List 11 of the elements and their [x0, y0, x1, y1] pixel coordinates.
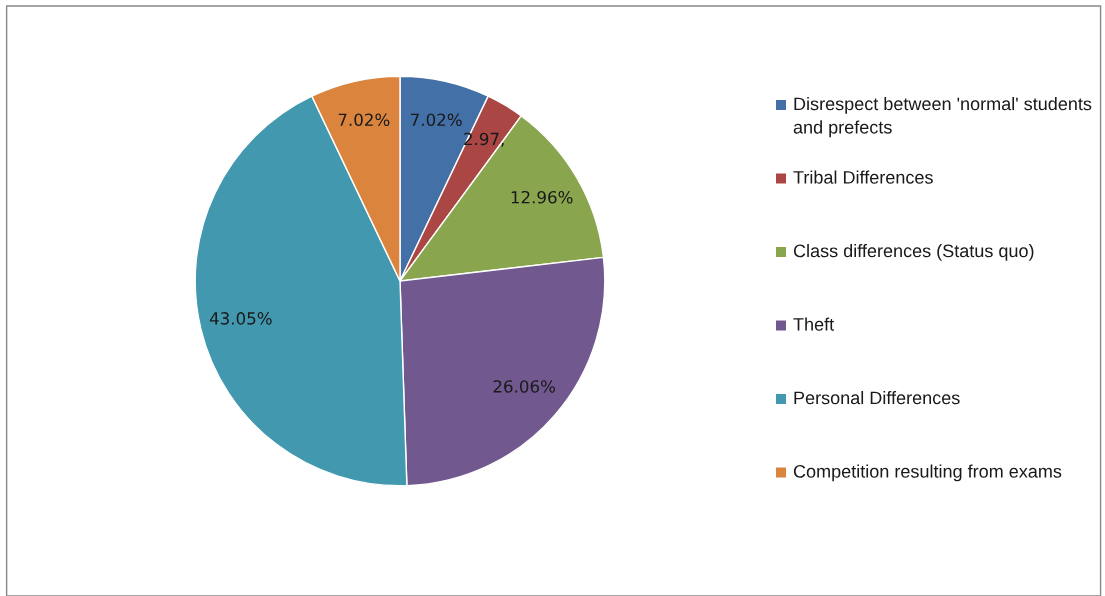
data-label: 26.06%: [493, 380, 556, 393]
legend-label: Personal Differences: [794, 391, 960, 405]
legend-label: Class differences (Status quo): [793, 244, 1034, 261]
data-label: 12.96%: [511, 190, 573, 204]
legend-label: Theft: [793, 317, 835, 331]
data-label: 7.02%: [411, 113, 462, 127]
legend-label: Competition resulting from exams: [793, 464, 1062, 482]
data-label: 43.05%: [209, 312, 272, 325]
legend-label: Tribal Differences: [793, 170, 933, 184]
legend-label: Disrespect between 'normal' students and prefects: [793, 97, 1092, 138]
data-label: 7.02%: [338, 113, 390, 127]
